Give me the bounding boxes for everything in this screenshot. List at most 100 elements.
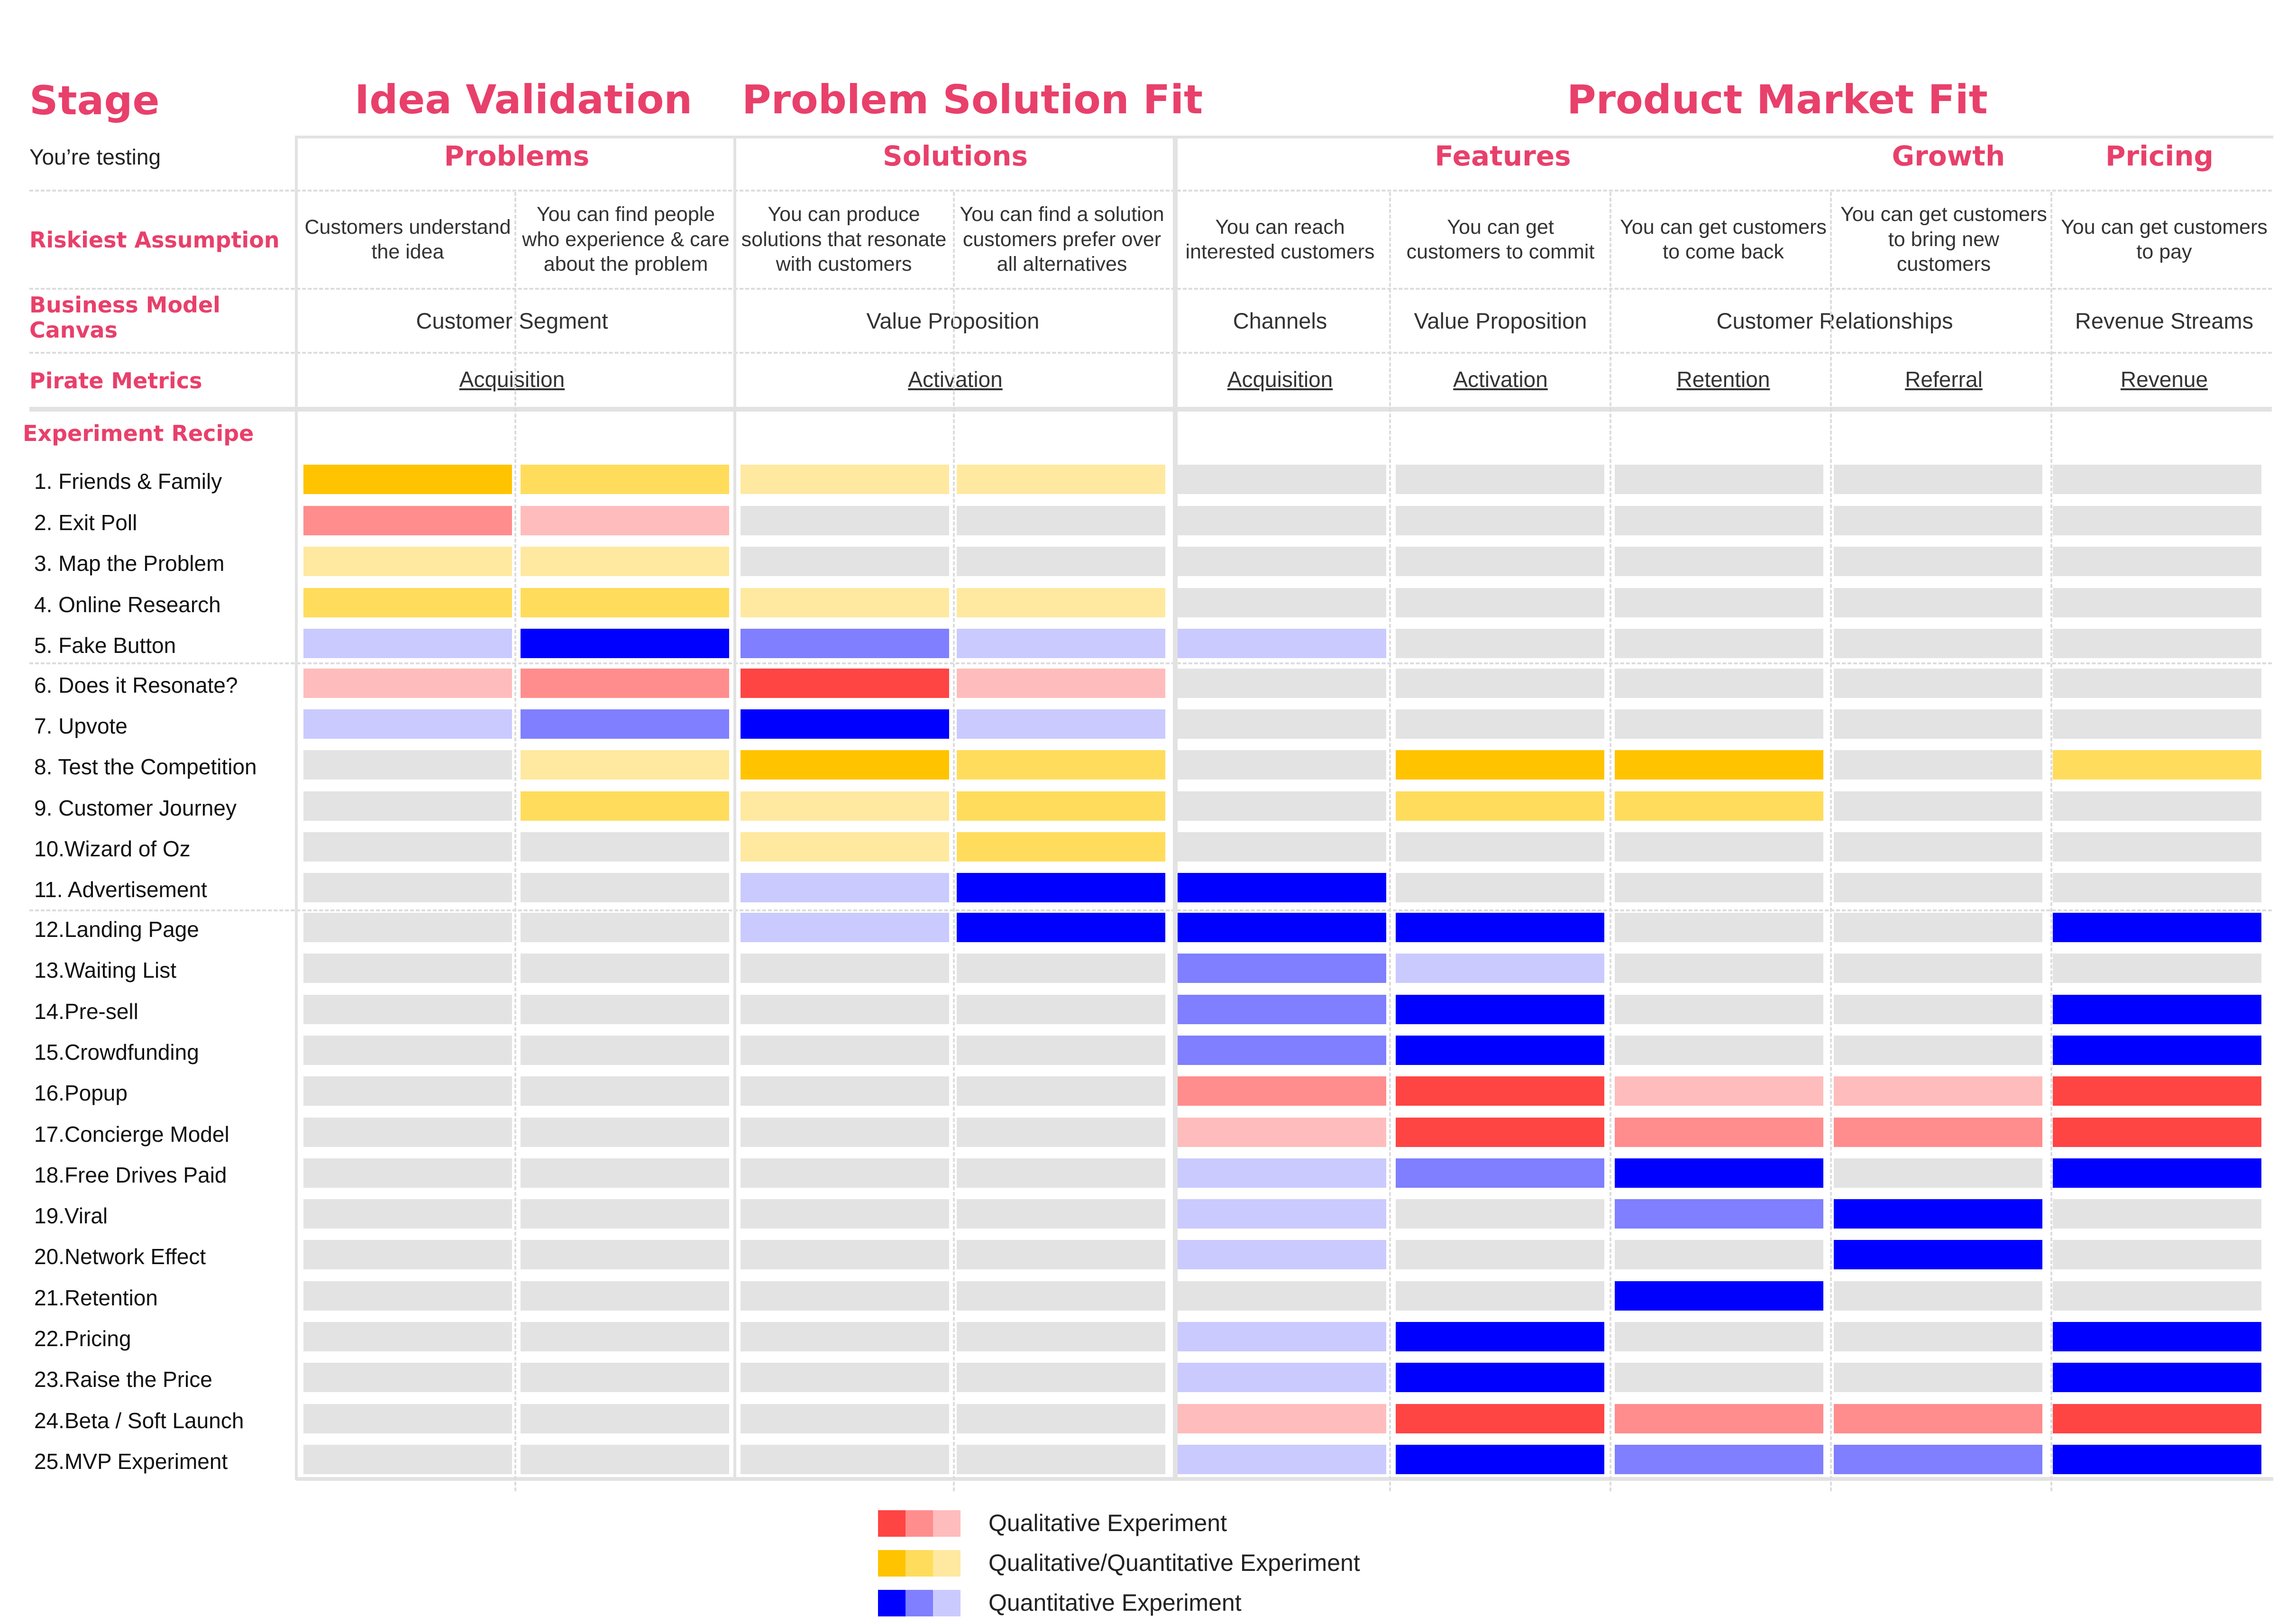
matrix-cell bbox=[741, 629, 949, 658]
matrix-cell bbox=[1396, 913, 1604, 942]
matrix-cell bbox=[1834, 1281, 2042, 1311]
matrix-cell bbox=[1834, 1322, 2042, 1351]
matrix-cell bbox=[957, 1404, 1165, 1433]
matrix-cell bbox=[741, 547, 949, 576]
matrix-cell bbox=[1178, 1322, 1386, 1351]
matrix-cell bbox=[1178, 547, 1386, 576]
matrix-cell bbox=[1178, 954, 1386, 983]
matrix-cell bbox=[957, 1240, 1165, 1269]
matrix-cell bbox=[303, 1281, 512, 1311]
column-divider bbox=[1173, 136, 1178, 1480]
matrix-cell bbox=[1178, 750, 1386, 780]
matrix-cell bbox=[303, 750, 512, 780]
testing-growth: Growth bbox=[1892, 140, 2005, 172]
matrix-cell bbox=[957, 913, 1165, 942]
matrix-cell bbox=[1615, 750, 1823, 780]
experiment-label: 3. Map the Problem bbox=[34, 551, 225, 576]
column-divider bbox=[514, 192, 516, 1491]
matrix-cell bbox=[1615, 547, 1823, 576]
matrix-cell bbox=[521, 669, 729, 698]
matrix-cell bbox=[741, 1404, 949, 1433]
legend-swatch bbox=[878, 1590, 906, 1616]
matrix-cell bbox=[1834, 1445, 2042, 1474]
matrix-cell bbox=[1615, 506, 1823, 535]
matrix-cell bbox=[1178, 1404, 1386, 1433]
legend-swatch bbox=[906, 1550, 933, 1577]
matrix-cell bbox=[1615, 1158, 1823, 1188]
matrix-cell bbox=[1178, 832, 1386, 862]
matrix-cell bbox=[303, 465, 512, 494]
matrix-cell bbox=[521, 750, 729, 780]
matrix-cell bbox=[957, 995, 1165, 1024]
matrix-cell bbox=[1834, 1036, 2042, 1065]
matrix-cell bbox=[1834, 1076, 2042, 1106]
experiment-label: 13.Waiting List bbox=[34, 958, 176, 982]
matrix-cell bbox=[957, 1199, 1165, 1229]
assumption-cell: You can find people who experience & car… bbox=[522, 203, 730, 276]
matrix-cell bbox=[521, 913, 729, 942]
matrix-cell bbox=[957, 873, 1165, 902]
bottom-line bbox=[296, 1477, 2273, 1481]
experiment-label: 21.Retention bbox=[34, 1285, 158, 1310]
matrix-cell bbox=[2053, 1158, 2261, 1188]
matrix-cell bbox=[957, 1322, 1165, 1351]
matrix-cell bbox=[1615, 709, 1823, 739]
testing-pricing: Pricing bbox=[2105, 140, 2214, 172]
matrix-cell bbox=[741, 1076, 949, 1106]
matrix-cell bbox=[303, 1036, 512, 1065]
matrix-cell bbox=[1396, 547, 1604, 576]
legend-swatch bbox=[933, 1550, 960, 1577]
experiment-label: 6. Does it Resonate? bbox=[34, 673, 238, 697]
matrix-cell bbox=[957, 506, 1165, 535]
experiment-label: 10.Wizard of Oz bbox=[34, 836, 191, 861]
matrix-cell bbox=[741, 1322, 949, 1351]
matrix-cell bbox=[1834, 1404, 2042, 1433]
matrix-cell bbox=[1615, 913, 1823, 942]
matrix-cell bbox=[1615, 954, 1823, 983]
divider-line bbox=[29, 190, 2272, 192]
experiment-label: 17.Concierge Model bbox=[34, 1122, 229, 1147]
matrix-cell bbox=[2053, 1036, 2261, 1065]
matrix-cell bbox=[1834, 1118, 2042, 1147]
matrix-cell bbox=[521, 1363, 729, 1392]
matrix-cell bbox=[957, 832, 1165, 862]
legend-swatch bbox=[933, 1510, 960, 1537]
matrix-cell bbox=[1178, 629, 1386, 658]
matrix-cell bbox=[1396, 1404, 1604, 1433]
matrix-cell bbox=[521, 1158, 729, 1188]
assumption-cell: You can get customers to bring new custo… bbox=[1840, 203, 2047, 276]
matrix-cell bbox=[1615, 832, 1823, 862]
matrix-cell bbox=[1178, 1076, 1386, 1106]
assumption-cell: You can reach interested customers bbox=[1185, 215, 1375, 263]
matrix-cell bbox=[741, 791, 949, 821]
matrix-cell bbox=[1396, 1363, 1604, 1392]
matrix-cell bbox=[2053, 465, 2261, 494]
matrix-cell bbox=[1834, 750, 2042, 780]
matrix-cell bbox=[521, 1036, 729, 1065]
experiment-label: 12.Landing Page bbox=[34, 917, 199, 942]
matrix-cell bbox=[1178, 1240, 1386, 1269]
matrix-cell bbox=[1396, 750, 1604, 780]
matrix-cell bbox=[303, 913, 512, 942]
matrix-cell bbox=[1178, 1118, 1386, 1147]
matrix-cell bbox=[741, 506, 949, 535]
matrix-cell bbox=[1834, 873, 2042, 902]
canvas-customer-segment: Customer Segment bbox=[416, 308, 608, 334]
matrix-cell bbox=[1178, 1199, 1386, 1229]
legend-swatch bbox=[878, 1510, 906, 1537]
matrix-cell bbox=[1834, 709, 2042, 739]
experiment-label: 1. Friends & Family bbox=[34, 469, 222, 494]
matrix-cell bbox=[957, 1036, 1165, 1065]
matrix-cell bbox=[741, 1036, 949, 1065]
column-divider bbox=[953, 192, 955, 1491]
matrix-cell bbox=[957, 547, 1165, 576]
matrix-cell bbox=[1396, 1322, 1604, 1351]
matrix-cell bbox=[1396, 1199, 1604, 1229]
matrix-cell bbox=[2053, 629, 2261, 658]
column-divider bbox=[1389, 192, 1391, 1491]
experiment-label: 19.Viral bbox=[34, 1203, 108, 1228]
matrix-cell bbox=[1834, 547, 2042, 576]
matrix-cell bbox=[303, 1240, 512, 1269]
experiment-label: 20.Network Effect bbox=[34, 1244, 206, 1269]
matrix-cell bbox=[957, 1158, 1165, 1188]
